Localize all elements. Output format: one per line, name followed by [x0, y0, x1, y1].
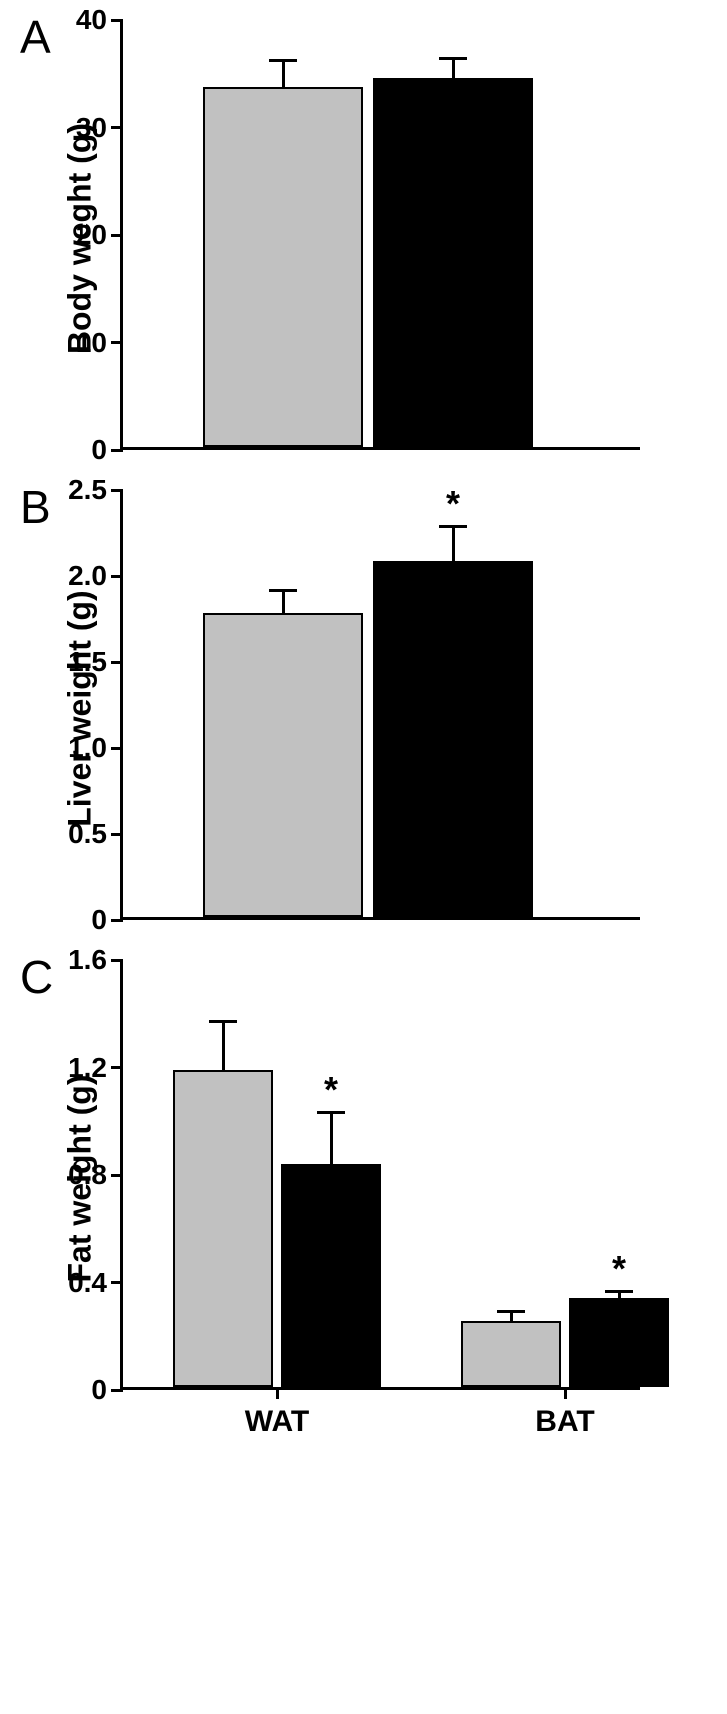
ytick — [111, 661, 123, 664]
panel-b-label: B — [20, 480, 51, 534]
ytick-label: 2.0 — [68, 560, 107, 592]
panel-c-chart: Fat weight (g) 00.40.81.21.6*WAT*BAT — [120, 960, 707, 1390]
ytick-label: 40 — [76, 4, 107, 36]
xtick-label: BAT — [535, 1405, 594, 1439]
ytick — [111, 833, 123, 836]
ytick — [111, 234, 123, 237]
bar — [203, 87, 363, 447]
bar — [281, 1164, 381, 1387]
error-bar-cap — [269, 59, 297, 62]
ytick — [111, 489, 123, 492]
ytick-label: 1.5 — [68, 646, 107, 678]
panel-c-label: C — [20, 950, 53, 1004]
error-bar-cap — [269, 589, 297, 592]
ytick-label: 0 — [91, 904, 107, 936]
panel-b-chart: Liver weight (g) 00.51.01.52.02.5* — [120, 490, 707, 920]
bar — [461, 1321, 561, 1387]
ytick — [111, 341, 123, 344]
ytick — [111, 19, 123, 22]
ytick-label: 0.8 — [68, 1159, 107, 1191]
error-bar-stem — [452, 59, 455, 78]
error-bar-stem — [222, 1022, 225, 1070]
panel-c-plot-area: 00.40.81.21.6*WAT*BAT — [120, 960, 640, 1390]
error-bar-stem — [282, 590, 285, 612]
panel-b-ylabel: Liver weight (g) — [62, 559, 99, 859]
ytick-label: 1.2 — [68, 1052, 107, 1084]
ytick — [111, 575, 123, 578]
significance-marker: * — [612, 1248, 626, 1290]
error-bar-cap — [209, 1020, 237, 1023]
panel-a-label: A — [20, 10, 51, 64]
ytick-label: 0.5 — [68, 818, 107, 850]
significance-marker: * — [324, 1069, 338, 1111]
ytick-label: 0.4 — [68, 1267, 107, 1299]
ytick — [111, 1066, 123, 1069]
xtick — [276, 1387, 279, 1399]
ytick — [111, 959, 123, 962]
ytick-label: 2.5 — [68, 474, 107, 506]
error-bar-cap — [439, 525, 467, 528]
ytick — [111, 126, 123, 129]
error-bar-stem — [452, 527, 455, 561]
error-bar-cap — [439, 57, 467, 60]
bar — [203, 613, 363, 917]
ytick-label: 0 — [91, 434, 107, 466]
ytick-label: 20 — [76, 219, 107, 251]
error-bar-cap — [497, 1310, 525, 1313]
ytick — [111, 449, 123, 452]
panel-a-plot-area: 010203040 — [120, 20, 640, 450]
ytick-label: 30 — [76, 112, 107, 144]
panel-a: A Body weght (g) 010203040 — [10, 20, 707, 450]
panel-c: C Fat weight (g) 00.40.81.21.6*WAT*BAT — [10, 960, 707, 1390]
ytick — [111, 1174, 123, 1177]
error-bar-cap — [605, 1290, 633, 1293]
ytick — [111, 919, 123, 922]
ytick — [111, 1389, 123, 1392]
xtick-label: WAT — [245, 1405, 309, 1439]
ytick-label: 1.0 — [68, 732, 107, 764]
error-bar-stem — [282, 60, 285, 87]
bar — [373, 561, 533, 917]
ytick — [111, 1281, 123, 1284]
bar — [373, 78, 533, 447]
ytick-label: 10 — [76, 327, 107, 359]
ytick-label: 1.6 — [68, 944, 107, 976]
panel-b-plot-area: 00.51.01.52.02.5* — [120, 490, 640, 920]
ytick — [111, 747, 123, 750]
bar — [173, 1070, 273, 1387]
significance-marker: * — [446, 483, 460, 525]
error-bar-cap — [317, 1111, 345, 1114]
panel-b: B Liver weight (g) 00.51.01.52.02.5* — [10, 490, 707, 920]
error-bar-stem — [330, 1113, 333, 1164]
panel-a-chart: Body weght (g) 010203040 — [120, 20, 707, 450]
bar — [569, 1298, 669, 1387]
xtick — [564, 1387, 567, 1399]
ytick-label: 0 — [91, 1374, 107, 1406]
